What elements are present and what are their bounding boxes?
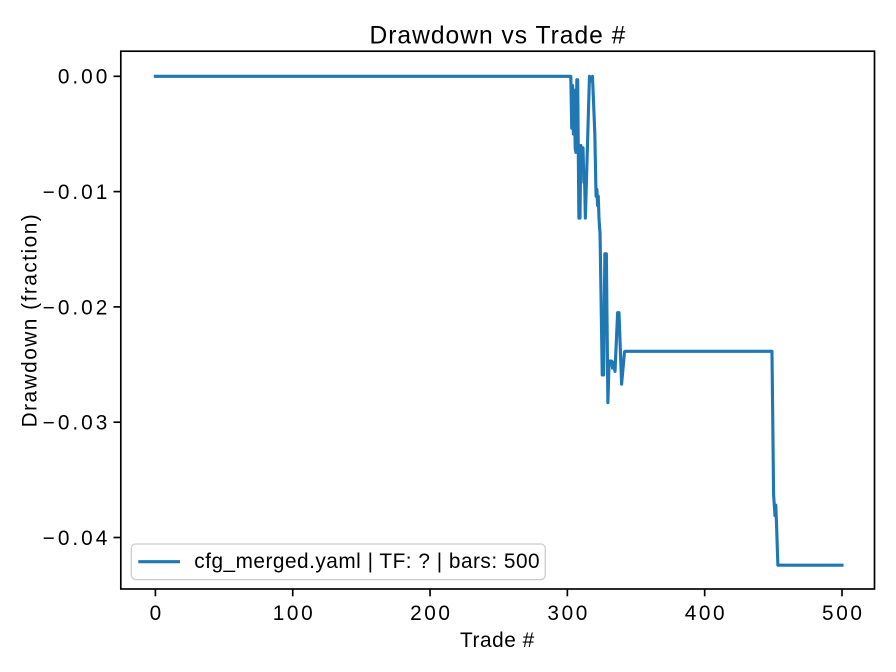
svg-text:−0.01: −0.01 xyxy=(43,181,111,204)
svg-text:200: 200 xyxy=(410,602,453,625)
svg-text:−0.03: −0.03 xyxy=(43,412,111,435)
svg-text:Trade #: Trade # xyxy=(460,629,535,652)
svg-text:cfg_merged.yaml | TF: ? | bars: cfg_merged.yaml | TF: ? | bars: 500 xyxy=(194,550,540,573)
svg-text:Drawdown (fraction): Drawdown (fraction) xyxy=(19,213,42,428)
svg-text:300: 300 xyxy=(547,602,590,625)
svg-text:0: 0 xyxy=(150,602,164,625)
svg-text:0.00: 0.00 xyxy=(58,66,110,89)
svg-text:−0.04: −0.04 xyxy=(43,527,111,550)
svg-text:−0.02: −0.02 xyxy=(43,296,111,319)
svg-text:Drawdown vs Trade #: Drawdown vs Trade # xyxy=(369,23,626,50)
svg-text:400: 400 xyxy=(685,602,728,625)
svg-text:500: 500 xyxy=(822,602,865,625)
svg-text:100: 100 xyxy=(273,602,316,625)
